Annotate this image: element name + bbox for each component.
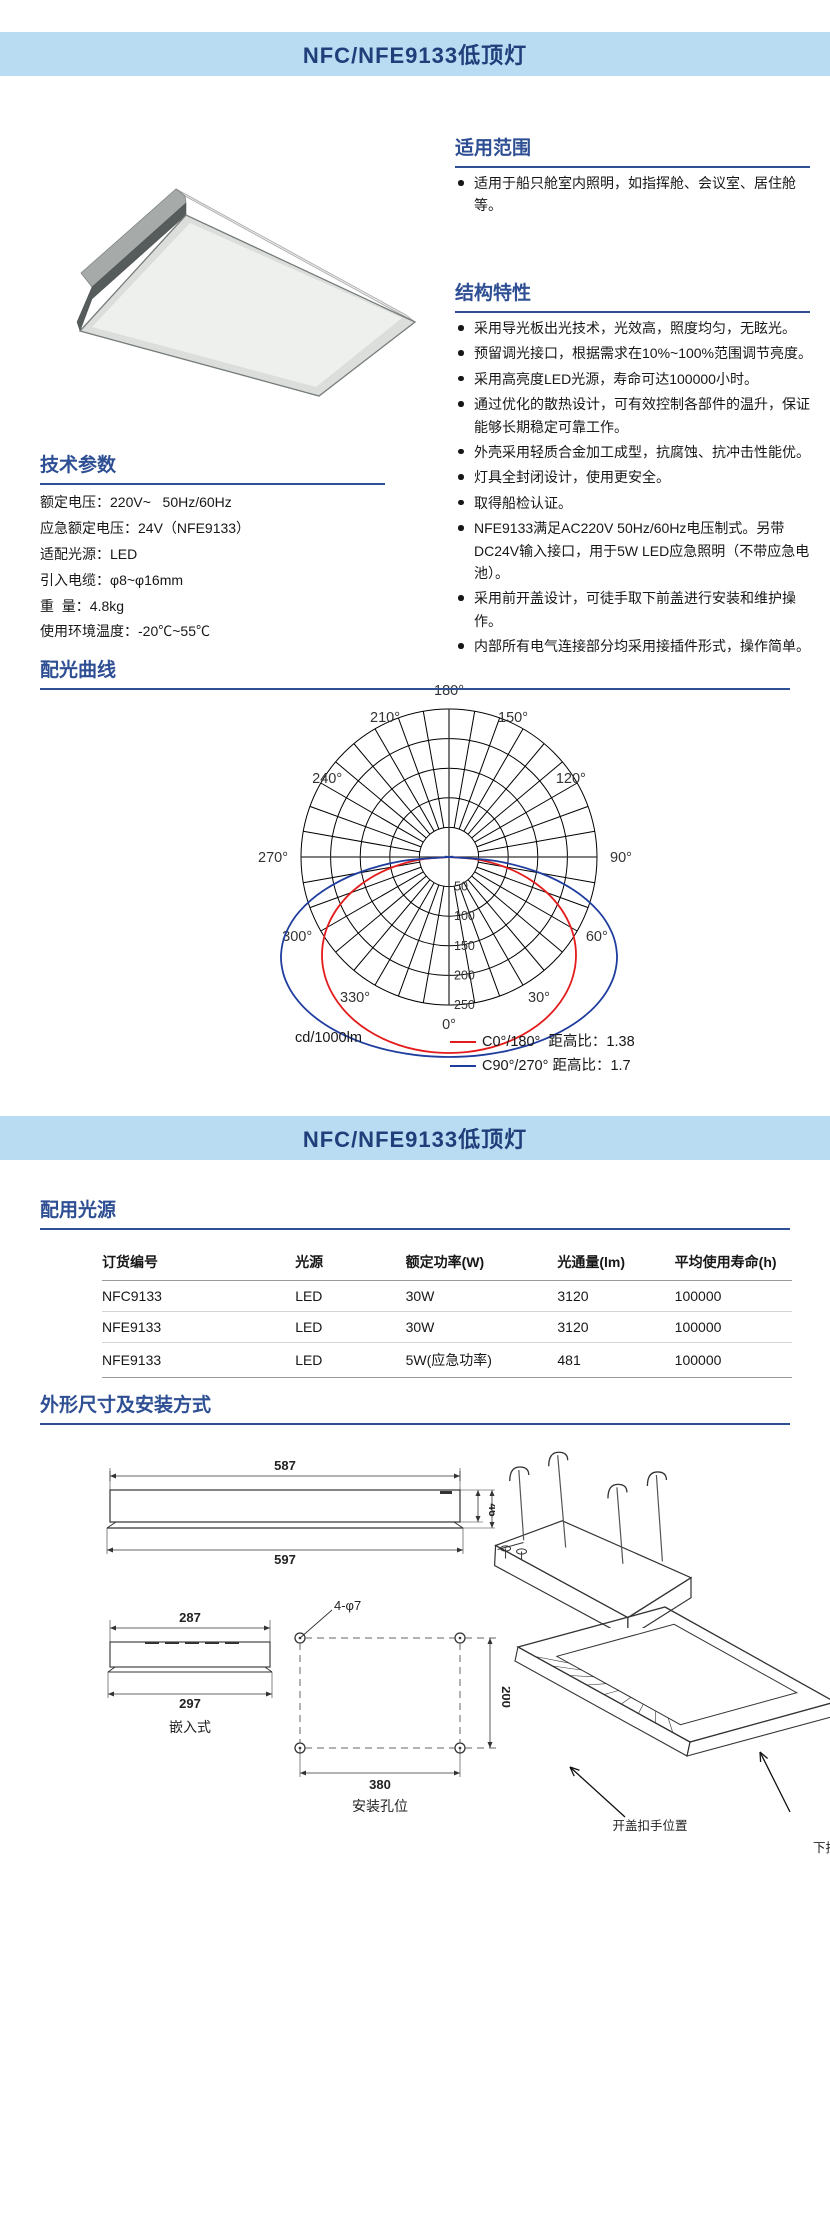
svg-text:250: 250	[454, 998, 475, 1012]
svg-text:150°: 150°	[498, 710, 528, 726]
svg-text:287: 287	[179, 1612, 201, 1625]
svg-text:60°: 60°	[586, 929, 608, 945]
svg-text:150: 150	[454, 939, 475, 953]
svg-text:210°: 210°	[370, 710, 400, 726]
svg-text:597: 597	[274, 1552, 296, 1567]
svg-text:4-φ7: 4-φ7	[334, 1598, 361, 1613]
svg-text:240°: 240°	[312, 771, 342, 787]
svg-text:200: 200	[454, 968, 475, 982]
svg-text:330°: 330°	[340, 990, 370, 1006]
svg-text:587: 587	[274, 1460, 296, 1473]
svg-text:安装孔位: 安装孔位	[352, 1798, 408, 1814]
svg-text:270°: 270°	[258, 850, 288, 866]
svg-text:下拉开盖: 下拉开盖	[813, 1840, 830, 1855]
svg-text:嵌入式: 嵌入式	[169, 1719, 211, 1735]
svg-text:100: 100	[454, 909, 475, 923]
svg-text:30°: 30°	[528, 990, 550, 1006]
svg-text:120°: 120°	[556, 771, 586, 787]
svg-text:50: 50	[454, 880, 468, 894]
svg-text:297: 297	[179, 1696, 201, 1711]
svg-text:380: 380	[369, 1777, 391, 1792]
svg-text:90°: 90°	[610, 850, 632, 866]
svg-text:开盖扣手位置: 开盖扣手位置	[612, 1818, 687, 1833]
